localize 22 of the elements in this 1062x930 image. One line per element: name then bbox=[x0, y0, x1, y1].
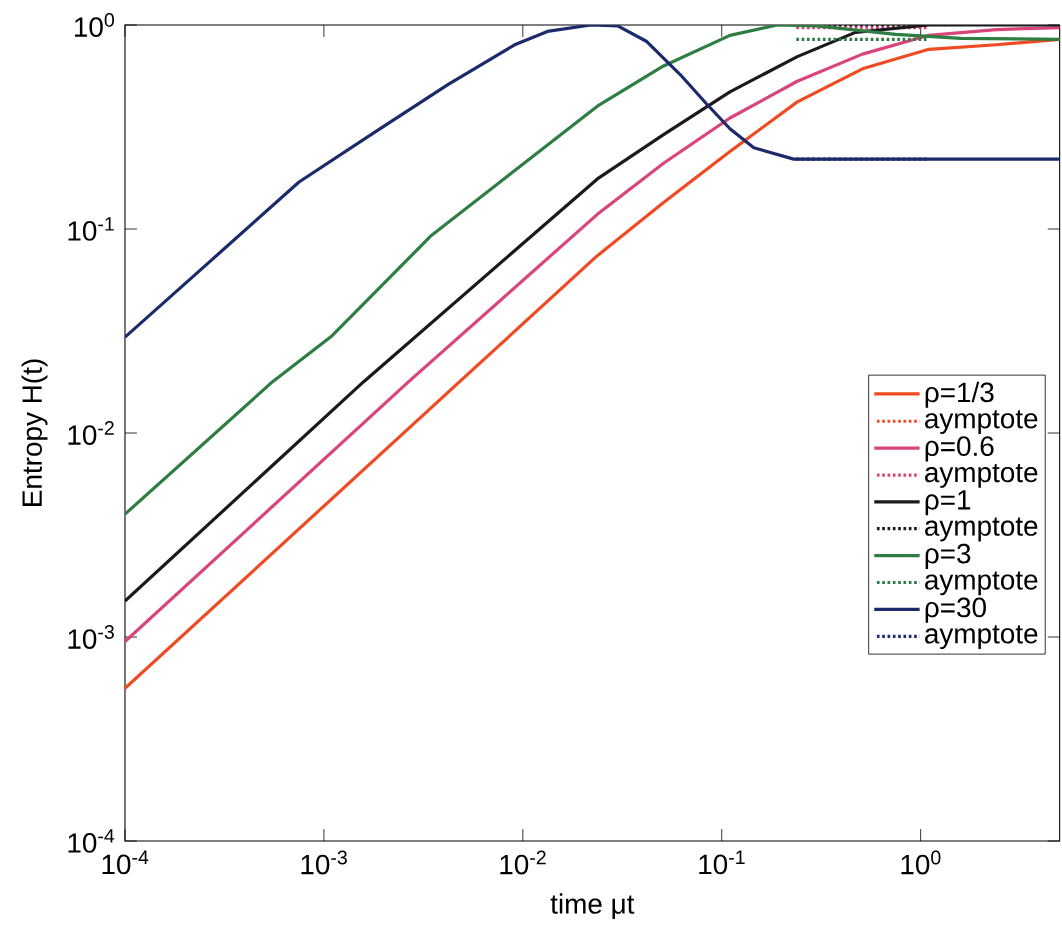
legend-label: ρ=1 bbox=[925, 490, 971, 516]
legend-label: aymptote bbox=[925, 463, 1038, 488]
x-tick-label: 10$^{-3}$ bbox=[301, 850, 347, 875]
y-tick-label: 10$^{-1}$ bbox=[68, 217, 114, 241]
x-tick-label: 10$^{-1}$ bbox=[699, 850, 745, 875]
x-axis-title: time μt bbox=[550, 893, 635, 919]
x-tick-label: 10$^{-4}$ bbox=[102, 850, 149, 875]
legend-label: aymptote bbox=[925, 625, 1038, 650]
legend-label: ρ=1/3 bbox=[925, 381, 994, 408]
x-tick-label: 10$^{0}$ bbox=[901, 850, 941, 875]
y-tick-label: 10$^{-3}$ bbox=[68, 625, 114, 649]
y-tick-label: 10$^{-2}$ bbox=[68, 421, 114, 445]
x-tick-label: 10$^{-2}$ bbox=[500, 850, 546, 875]
legend-label: ρ=0.6 bbox=[925, 436, 994, 462]
legend-label: ρ=30 bbox=[925, 597, 986, 623]
legend-label: aymptote bbox=[925, 571, 1038, 596]
legend-label: ρ=3 bbox=[925, 543, 971, 570]
y-tick-label: 10$^{-4}$ bbox=[68, 829, 115, 853]
legend-label: aymptote bbox=[925, 410, 1038, 434]
y-axis-title: Entropy H(t) bbox=[21, 359, 48, 506]
y-tick-label: 10$^{0}$ bbox=[75, 13, 115, 37]
legend-label: aymptote bbox=[925, 517, 1038, 542]
